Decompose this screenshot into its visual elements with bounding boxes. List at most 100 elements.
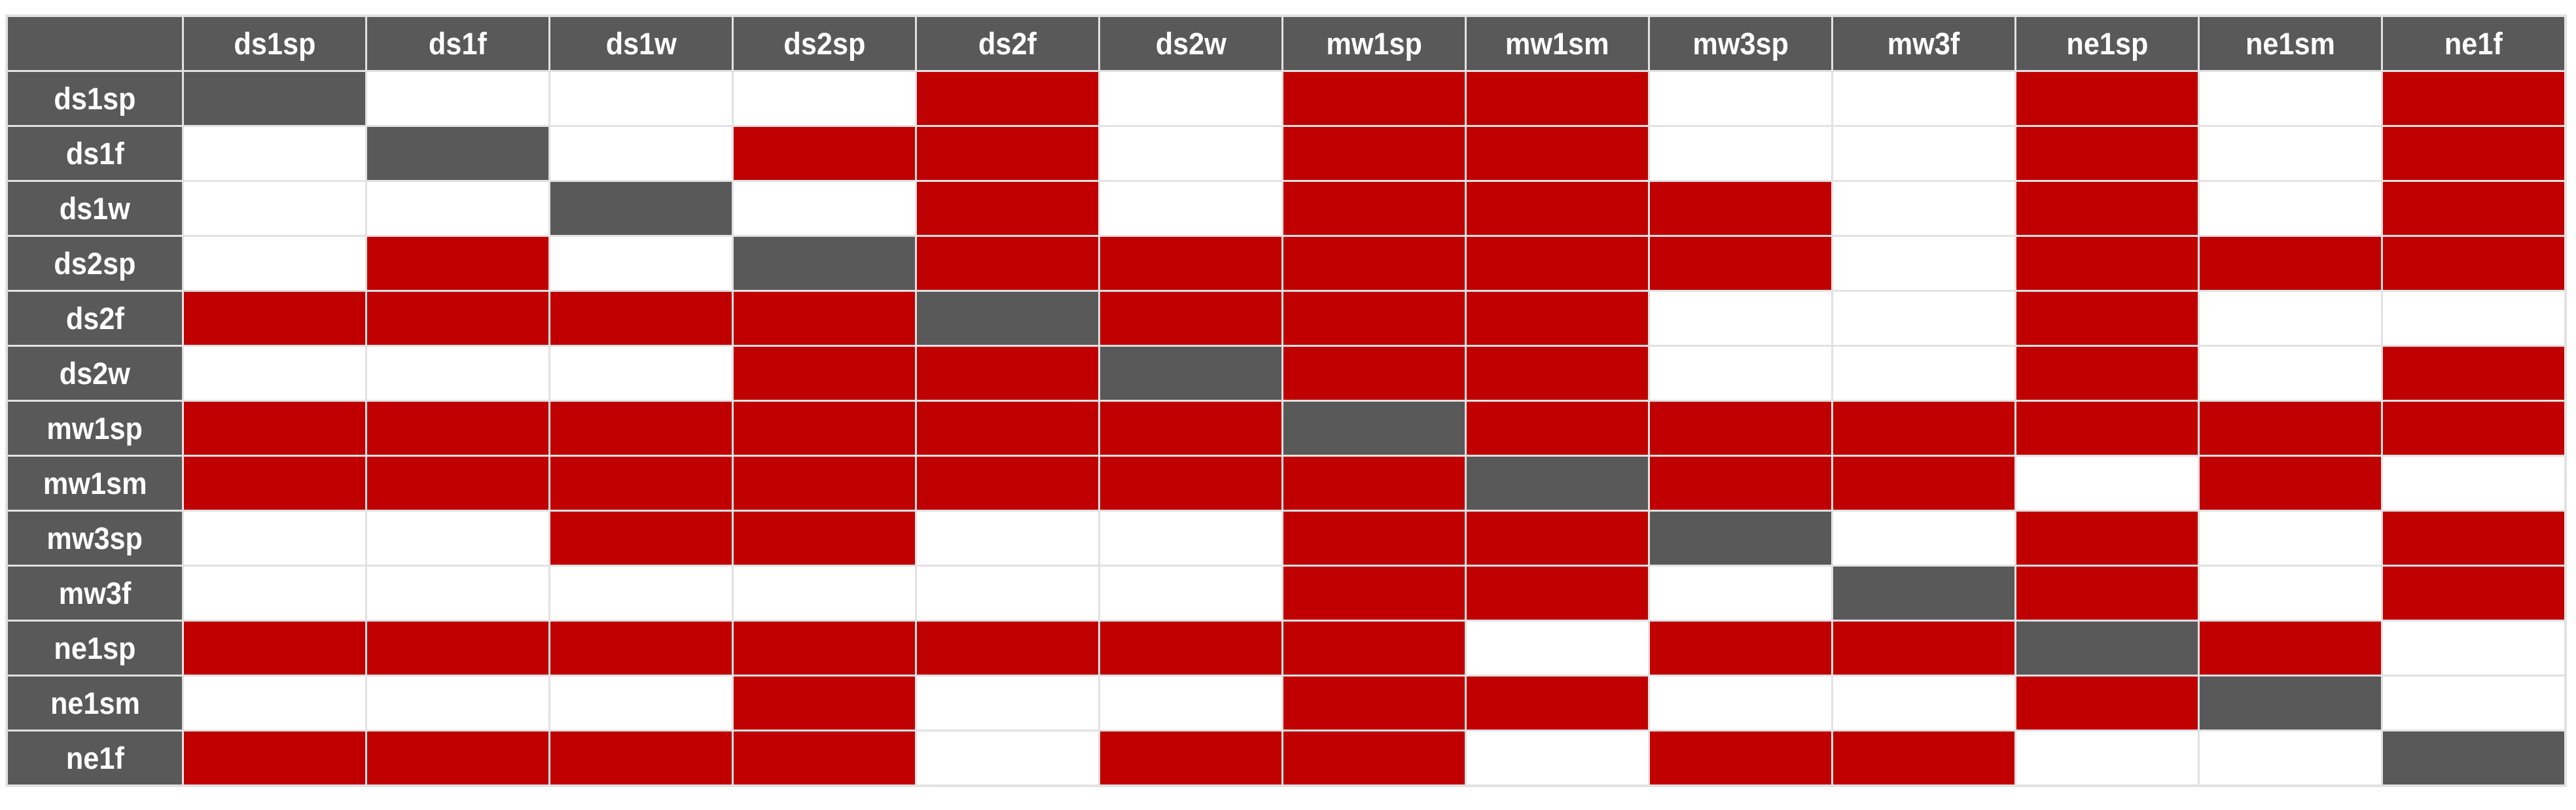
row-header-mw1sp: mw1sp (8, 402, 182, 455)
matrix-cell-ds2f-ne1sp (2016, 292, 2198, 345)
col-header-ne1sm: ne1sm (2200, 17, 2381, 70)
col-header-ds2f: ds2f (917, 17, 1098, 70)
matrix-cell-ds1sp-mw3sp (1650, 72, 1831, 125)
col-header-ne1f-label: ne1f (2444, 26, 2503, 61)
matrix-cell-ne1sp-ds1sp (184, 622, 365, 675)
matrix-cell-mw3f-ds1sp (184, 567, 365, 620)
matrix-cell-ds1f-mw1sm (1467, 127, 1648, 180)
col-header-ds2f-label: ds2f (978, 26, 1037, 61)
matrix-cell-mw3f-ds2w (1100, 567, 1281, 620)
col-header-ne1f: ne1f (2383, 17, 2564, 70)
matrix-cell-mw3f-ds2f (917, 567, 1098, 620)
row-header-ne1sm: ne1sm (8, 677, 182, 730)
matrix-cell-mw3f-mw1sp (1283, 567, 1465, 620)
matrix-cell-mw1sp-ds2w (1100, 402, 1281, 455)
matrix-cell-ds1f-mw3sp (1650, 127, 1831, 180)
matrix-cell-ds1w-ne1sp (2016, 182, 2198, 235)
matrix-cell-ds2f-ds1f (367, 292, 548, 345)
matrix-cell-ds1w-mw3sp (1650, 182, 1831, 235)
row-header-ds2f-label: ds2f (65, 301, 124, 336)
matrix-cell-mw1sm-mw3f (1833, 457, 2014, 510)
matrix-cell-ne1sm-mw3sp (1650, 677, 1831, 730)
matrix-cell-diagonal-ds1f (367, 127, 548, 180)
matrix-cell-ds1w-mw1sm (1467, 182, 1648, 235)
matrix-cell-mw3sp-mw1sm (1467, 512, 1648, 565)
matrix-cell-ds2w-mw1sm (1467, 347, 1648, 400)
matrix-cell-mw1sm-ds1w (550, 457, 732, 510)
row-header-mw1sp-label: mw1sp (46, 411, 143, 446)
matrix-cell-ne1sm-mw1sp (1283, 677, 1465, 730)
matrix-cell-ne1sp-mw3f (1833, 622, 2014, 675)
matrix-cell-ds2sp-ds1f (367, 237, 548, 290)
matrix-cell-ds2w-ds1w (550, 347, 732, 400)
matrix-cell-diagonal-mw3sp (1650, 512, 1831, 565)
matrix-cell-ds1sp-mw1sp (1283, 72, 1465, 125)
matrix-cell-ne1sm-ds2sp (734, 677, 915, 730)
matrix-cell-ds1sp-ds2f (917, 72, 1098, 125)
matrix-cell-ds1sp-ds1w (550, 72, 732, 125)
matrix-cell-mw1sp-ds2sp (734, 402, 915, 455)
matrix-cell-ds2f-ne1sm (2200, 292, 2381, 345)
matrix-cell-ds2sp-ne1f (2383, 237, 2564, 290)
matrix-cell-ds2f-ds1sp (184, 292, 365, 345)
row-header-ds1f-label: ds1f (65, 136, 124, 171)
matrix-cell-mw3sp-ds1w (550, 512, 732, 565)
row-header-ds1w-label: ds1w (59, 191, 131, 226)
matrix-cell-mw3sp-ds1f (367, 512, 548, 565)
matrix-cell-diagonal-ds1sp (184, 72, 365, 125)
matrix-cell-ne1sm-mw1sm (1467, 677, 1648, 730)
row-header-ne1sp: ne1sp (8, 622, 182, 675)
matrix-cell-ne1f-mw3sp (1650, 731, 1831, 784)
matrix-cell-diagonal-ds2w (1100, 347, 1281, 400)
matrix-cell-ds1w-ds2w (1100, 182, 1281, 235)
matrix-cell-mw1sp-ds1w (550, 402, 732, 455)
matrix-cell-diagonal-ds2f (917, 292, 1098, 345)
matrix-cell-ds2sp-mw1sp (1283, 237, 1465, 290)
col-header-ds1w-label: ds1w (605, 26, 677, 61)
matrix-cell-mw3sp-ds1sp (184, 512, 365, 565)
matrix-cell-mw1sm-ne1f (2383, 457, 2564, 510)
col-header-mw1sp-label: mw1sp (1326, 26, 1422, 61)
col-header-mw3f: mw3f (1833, 17, 2014, 70)
matrix-cell-ne1f-mw3f (1833, 731, 2014, 784)
row-header-mw1sm-label: mw1sm (43, 466, 147, 501)
matrix-cell-mw1sp-mw1sm (1467, 402, 1648, 455)
matrix-cell-ds2sp-ne1sp (2016, 237, 2198, 290)
matrix-cell-ne1sm-ds2f (917, 677, 1098, 730)
matrix-cell-mw1sm-ds2f (917, 457, 1098, 510)
matrix-cell-mw3f-mw1sm (1467, 567, 1648, 620)
matrix-cell-diagonal-ds1w (550, 182, 732, 235)
matrix-cell-ds2w-mw1sp (1283, 347, 1465, 400)
matrix-cell-ds1w-ds1f (367, 182, 548, 235)
row-header-ds1w: ds1w (8, 182, 182, 235)
matrix-cell-ne1f-ds1w (550, 731, 732, 784)
matrix-cell-ds1sp-ds2w (1100, 72, 1281, 125)
matrix-cell-ds1f-ne1sm (2200, 127, 2381, 180)
col-header-ds2w-label: ds2w (1155, 26, 1226, 61)
row-header-mw3f: mw3f (8, 567, 182, 620)
matrix-cell-mw1sm-mw3sp (1650, 457, 1831, 510)
matrix-cell-mw1sm-ne1sp (2016, 457, 2198, 510)
matrix-cell-ds1sp-ne1sp (2016, 72, 2198, 125)
matrix-cell-ds2f-ne1f (2383, 292, 2564, 345)
matrix-cell-mw1sm-ds2w (1100, 457, 1281, 510)
row-header-ne1f: ne1f (8, 731, 182, 784)
matrix-cell-mw1sp-mw3f (1833, 402, 2014, 455)
matrix-cell-ne1sm-ne1f (2383, 677, 2564, 730)
matrix-cell-mw3sp-ds2sp (734, 512, 915, 565)
row-header-mw3sp-label: mw3sp (46, 521, 143, 555)
row-header-ne1sm-label: ne1sm (50, 686, 140, 720)
significance-matrix: ds1sp ds1f ds1w ds2sp ds2f ds2w mw1sp mw1sm mw3s… (5, 14, 2567, 787)
row-header-ds1sp: ds1sp (8, 72, 182, 125)
matrix-cell-ne1f-ne1sm (2200, 731, 2381, 784)
matrix-cell-mw1sp-ne1f (2383, 402, 2564, 455)
matrix-cell-mw3f-ds1w (550, 567, 732, 620)
matrix-cell-ds2w-ds2sp (734, 347, 915, 400)
matrix-cell-ds1w-ds2sp (734, 182, 915, 235)
col-header-mw1sp: mw1sp (1283, 17, 1465, 70)
matrix-cell-mw3sp-ne1sm (2200, 512, 2381, 565)
matrix-cell-ds1w-ne1sm (2200, 182, 2381, 235)
matrix-cell-ne1f-ds2sp (734, 731, 915, 784)
col-header-ds1sp: ds1sp (184, 17, 365, 70)
col-header-ds1w: ds1w (550, 17, 732, 70)
